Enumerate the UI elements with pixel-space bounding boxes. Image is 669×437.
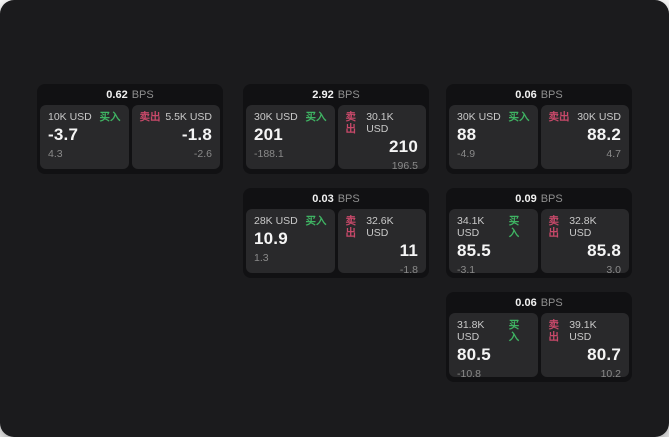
buy-tag: 买入 [305, 111, 327, 123]
sell-panel[interactable]: 卖出 32.8K USD 85.8 3.0 [540, 209, 629, 276]
bps-value: 0.03 [312, 192, 334, 205]
buy-main-value: 85.5 [457, 241, 491, 260]
buy-panel[interactable]: 34.1K USD 买入 85.5 -3.1 [449, 209, 538, 276]
sell-tag: 卖出 [345, 215, 357, 239]
sell-size-label: 32.8K USD [569, 215, 597, 239]
sell-panel[interactable]: 卖出 30K USD 88.2 4.7 [540, 105, 629, 169]
buy-size-label: 28K USD [254, 215, 298, 227]
buy-size-label: 30K USD [457, 111, 501, 123]
bps-header: 0.06 BPS [449, 84, 629, 105]
bps-header: 0.62 BPS [40, 84, 220, 105]
quote-card[interactable]: 2.92 BPS 30K USD 买入 201 -188.1 卖出 30.1K … [243, 84, 429, 174]
bps-value: 0.06 [515, 88, 537, 101]
sell-tag: 卖出 [139, 111, 161, 123]
bps-suffix: BPS [540, 296, 563, 309]
sell-tag: 卖出 [548, 319, 560, 343]
sell-sub-value: 196.5 [391, 160, 418, 172]
buy-panel[interactable]: 31.8K USD 买入 80.5 -10.8 [449, 313, 538, 380]
sell-main-value: -1.8 [181, 125, 212, 144]
sell-sub-value: -2.6 [193, 148, 212, 160]
bps-value: 0.06 [515, 296, 537, 309]
buy-main-value: 10.9 [254, 229, 288, 248]
buy-tag: 买入 [99, 111, 121, 123]
sell-sub-value: 10.2 [600, 368, 621, 380]
bps-value: 2.92 [312, 88, 334, 101]
sell-main-value: 11 [399, 241, 418, 260]
bps-value: 0.09 [515, 192, 537, 205]
sell-tag: 卖出 [548, 111, 570, 123]
buy-tag: 买入 [508, 319, 520, 343]
sell-size-label: 5.5K USD [165, 111, 212, 123]
sell-tag: 卖出 [548, 215, 560, 239]
sell-sub-value: 4.7 [606, 148, 621, 160]
buy-panel[interactable]: 10K USD 买入 -3.7 4.3 [40, 105, 129, 169]
buy-sub-value: -10.8 [457, 368, 481, 380]
buy-size-label: 31.8K USD [457, 319, 485, 343]
buy-panel[interactable]: 30K USD 买入 201 -188.1 [246, 105, 335, 169]
bps-suffix: BPS [540, 192, 563, 205]
buy-size-label: 34.1K USD [457, 215, 485, 239]
bps-suffix: BPS [337, 88, 360, 101]
buy-main-value: 88 [457, 125, 477, 144]
sell-panel[interactable]: 卖出 5.5K USD -1.8 -2.6 [131, 105, 220, 169]
buy-main-value: 80.5 [457, 345, 491, 364]
buy-panel[interactable]: 28K USD 买入 10.9 1.3 [246, 209, 335, 273]
sell-size-label: 30.1K USD [366, 111, 394, 135]
buy-main-value: 201 [254, 125, 283, 144]
sell-main-value: 210 [389, 137, 418, 156]
buy-sub-value: 1.3 [254, 252, 269, 264]
buy-size-label: 10K USD [48, 111, 92, 123]
bps-header: 0.03 BPS [246, 188, 426, 209]
quote-card[interactable]: 0.06 BPS 30K USD 买入 88 -4.9 卖出 30K USD 8… [446, 84, 632, 174]
buy-size-label: 30K USD [254, 111, 298, 123]
sell-panel[interactable]: 卖出 32.6K USD 11 -1.8 [337, 209, 426, 276]
quote-card[interactable]: 0.09 BPS 34.1K USD 买入 85.5 -3.1 卖出 32.8K… [446, 188, 632, 278]
sell-panel[interactable]: 卖出 39.1K USD 80.7 10.2 [540, 313, 629, 380]
buy-sub-value: -3.1 [457, 264, 476, 276]
buy-sub-value: -4.9 [457, 148, 476, 160]
sell-size-label: 30K USD [577, 111, 621, 123]
sell-main-value: 80.7 [587, 345, 621, 364]
quote-card[interactable]: 0.03 BPS 28K USD 买入 10.9 1.3 卖出 32.6K US… [243, 188, 429, 278]
bps-suffix: BPS [337, 192, 360, 205]
sell-main-value: 85.8 [587, 241, 621, 260]
sell-size-label: 32.6K USD [366, 215, 394, 239]
buy-sub-value: -188.1 [254, 148, 284, 160]
bps-value: 0.62 [106, 88, 128, 101]
sell-panel[interactable]: 卖出 30.1K USD 210 196.5 [337, 105, 426, 172]
buy-panel[interactable]: 30K USD 买入 88 -4.9 [449, 105, 538, 169]
quote-card[interactable]: 0.06 BPS 31.8K USD 买入 80.5 -10.8 卖出 39.1… [446, 292, 632, 382]
sell-sub-value: 3.0 [606, 264, 621, 276]
sell-tag: 卖出 [345, 111, 357, 135]
buy-tag: 买入 [305, 215, 327, 227]
bps-header: 0.06 BPS [449, 292, 629, 313]
sell-main-value: 88.2 [587, 125, 621, 144]
bps-header: 0.09 BPS [449, 188, 629, 209]
quote-card[interactable]: 0.62 BPS 10K USD 买入 -3.7 4.3 卖出 5.5K USD… [37, 84, 223, 174]
sell-size-label: 39.1K USD [569, 319, 597, 343]
buy-sub-value: 4.3 [48, 148, 63, 160]
bps-suffix: BPS [540, 88, 563, 101]
sell-sub-value: -1.8 [399, 264, 418, 276]
buy-tag: 买入 [508, 215, 520, 239]
buy-main-value: -3.7 [48, 125, 79, 144]
bps-suffix: BPS [131, 88, 154, 101]
buy-tag: 买入 [508, 111, 530, 123]
bps-header: 2.92 BPS [246, 84, 426, 105]
